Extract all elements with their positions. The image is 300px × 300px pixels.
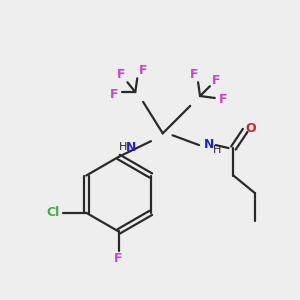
Text: H: H (119, 142, 127, 152)
Text: H: H (213, 145, 221, 155)
Text: N: N (204, 138, 214, 151)
Text: F: F (117, 68, 126, 81)
Text: O: O (246, 122, 256, 135)
Text: N: N (126, 141, 136, 154)
Text: F: F (139, 64, 147, 77)
Text: F: F (190, 68, 198, 81)
Text: F: F (114, 252, 123, 266)
Text: Cl: Cl (46, 206, 59, 219)
Text: F: F (219, 93, 228, 106)
Text: F: F (110, 88, 118, 100)
Text: F: F (212, 74, 220, 87)
